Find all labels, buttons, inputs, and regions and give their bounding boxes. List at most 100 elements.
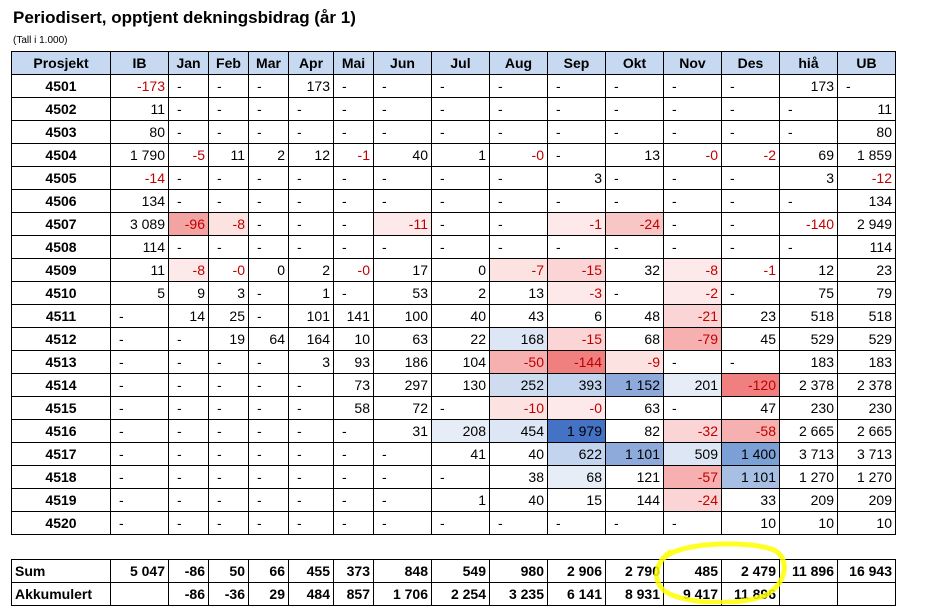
table-cell: 183	[837, 350, 896, 374]
table-cell: -	[721, 281, 780, 305]
table-cell: -	[663, 396, 722, 420]
table-cell: -	[208, 396, 249, 420]
project-id: 4504	[11, 143, 111, 167]
table-cell: 11	[208, 143, 249, 167]
table-cell: -	[431, 74, 490, 98]
table-cell: -	[208, 235, 249, 259]
table-cell: 3	[288, 350, 334, 374]
table-cell: -	[208, 120, 249, 144]
totals-cell: 373	[333, 559, 374, 583]
table-cell: -	[547, 511, 606, 535]
table-cell: -11	[373, 212, 432, 236]
table-cell: -	[333, 488, 374, 512]
table-cell: 11	[110, 258, 169, 282]
table-cell: -	[431, 511, 490, 535]
table-cell: 10	[721, 511, 780, 535]
table-cell: -	[663, 235, 722, 259]
table-cell: -0	[208, 258, 249, 282]
table-cell: -	[208, 442, 249, 466]
table-cell: 209	[837, 488, 896, 512]
table-cell: 17	[373, 258, 432, 282]
table-cell: -	[663, 350, 722, 374]
table-row: 4504 1 790 -5 11 2 12 -1 40 1 -0-13 -0 -2 69 1 859	[11, 143, 896, 167]
table-cell: -	[721, 350, 780, 374]
table-row: 4512- -19 64 164 10 63 22 168 -15 68 -79 45 529 529	[11, 327, 896, 351]
table-cell: 23	[837, 258, 896, 282]
project-id: 4510	[11, 281, 111, 305]
table-cell: -	[373, 442, 432, 466]
totals-cell: 549	[431, 559, 490, 583]
project-id: 4507	[11, 212, 111, 236]
totals-cell: 2 254	[431, 582, 490, 606]
table-row: 4510 5 9 3-1-53 2 13 -3- -2-75 79	[11, 281, 896, 305]
table-cell: -	[663, 166, 722, 190]
table-cell: 1 979	[547, 419, 606, 443]
table-cell: 173	[779, 74, 838, 98]
table-row: 4501 -173- - -173- - - - - - - -173-	[11, 74, 896, 98]
table-cell: -	[110, 511, 169, 535]
table-cell: -	[208, 488, 249, 512]
table-cell: 141	[333, 304, 374, 328]
table-cell: -	[110, 396, 169, 420]
totals-label: Akkumulert	[11, 582, 111, 606]
table-cell: -	[248, 166, 289, 190]
table-cell: 130	[431, 373, 490, 397]
table-cell: -	[110, 373, 169, 397]
table-row: 4511-14 25-101 141 100 40 43 6 48 -21 23 518 518	[11, 304, 896, 328]
table-cell: -	[168, 327, 209, 351]
table-cell: -	[168, 419, 209, 443]
table-cell: 173	[288, 74, 334, 98]
table-cell: 80	[837, 120, 896, 144]
table-cell: -	[288, 120, 334, 144]
table-cell: 0	[248, 258, 289, 282]
table-cell: 1 400	[721, 442, 780, 466]
table-cell: -	[168, 189, 209, 213]
totals-cell: 8 931	[605, 582, 664, 606]
table-cell: -	[605, 97, 664, 121]
table-cell: 230	[779, 396, 838, 420]
table-cell: 48	[605, 304, 664, 328]
totals-cell: 857	[333, 582, 374, 606]
table-cell: 2 378	[779, 373, 838, 397]
totals-cell: 3 235	[489, 582, 548, 606]
column-header-13: Des	[721, 51, 780, 75]
table-cell: -	[489, 120, 548, 144]
table-cell: -	[663, 189, 722, 213]
table-cell: 68	[547, 465, 606, 489]
table-cell: -	[663, 511, 722, 535]
table-cell: -	[168, 235, 209, 259]
table-cell: 454	[489, 419, 548, 443]
table-cell: -	[168, 97, 209, 121]
table-cell: -57	[663, 465, 722, 489]
table-cell: -	[431, 212, 490, 236]
table-cell: -	[208, 189, 249, 213]
totals-cell: 485	[663, 559, 722, 583]
table-cell: 3 713	[779, 442, 838, 466]
table-cell: -	[168, 396, 209, 420]
table-cell: -	[547, 120, 606, 144]
table-cell: -	[208, 97, 249, 121]
table-cell: -	[373, 97, 432, 121]
table-cell: -	[168, 442, 209, 466]
totals-cell: 1 706	[373, 582, 432, 606]
table-cell: -	[721, 74, 780, 98]
table-cell: -	[168, 488, 209, 512]
table-cell: 40	[431, 304, 490, 328]
table-cell: 63	[373, 327, 432, 351]
column-header-0: Prosjekt	[11, 51, 111, 75]
table-cell: -5	[168, 143, 209, 167]
project-id: 4508	[11, 235, 111, 259]
table-header-row: Prosjekt IB Jan Feb Mar Apr Mai Jun Jul Aug Sep Okt…	[11, 51, 896, 75]
table-cell: -2	[663, 281, 722, 305]
table-cell: -	[373, 189, 432, 213]
totals-cell: 5 047	[110, 559, 169, 583]
column-header-5: Apr	[288, 51, 334, 75]
table-cell: -	[110, 327, 169, 351]
table-cell: -1	[333, 143, 374, 167]
table-cell: -	[248, 442, 289, 466]
table-cell: -	[373, 235, 432, 259]
table-cell: 6	[547, 304, 606, 328]
table-cell: 0	[431, 258, 490, 282]
table-cell: 38	[489, 465, 548, 489]
totals-cell: 9 417	[663, 582, 722, 606]
